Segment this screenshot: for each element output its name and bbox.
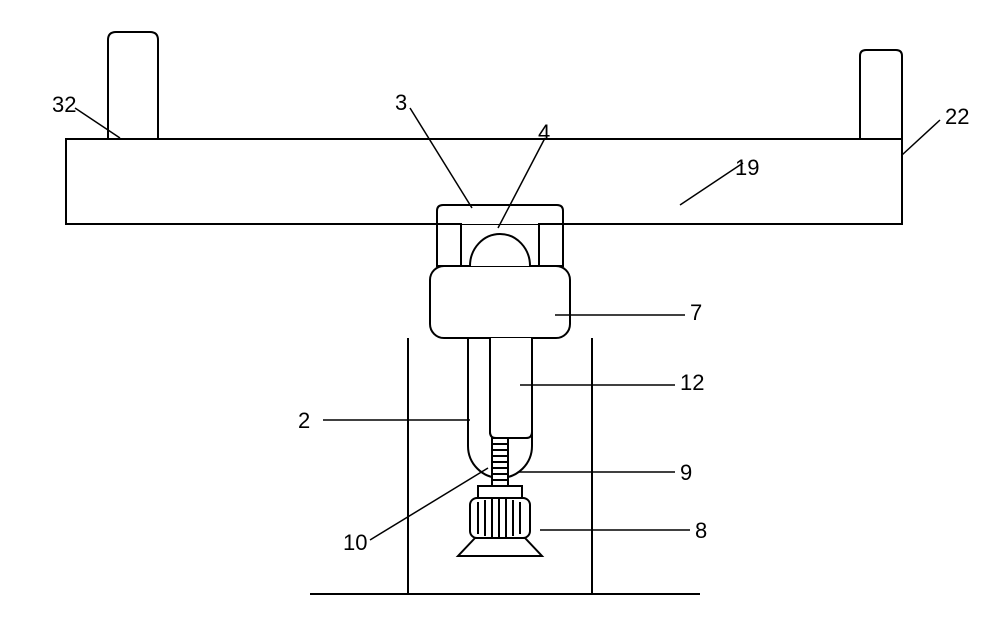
label-3: 3: [395, 90, 407, 116]
label-2: 2: [298, 408, 310, 434]
part-cylinder-front: [490, 338, 532, 438]
label-32: 32: [52, 92, 76, 118]
part-screw: [492, 438, 508, 486]
label-19: 19: [735, 155, 759, 181]
label-8: 8: [695, 518, 707, 544]
part-left-pillar: [437, 224, 461, 266]
label-4: 4: [538, 120, 550, 146]
part-center-cap-mask: [437, 205, 563, 224]
label-7: 7: [690, 300, 702, 326]
part-ball: [470, 234, 530, 266]
part-block-7: [430, 266, 570, 338]
drawing-svg: [0, 0, 1000, 635]
part-motor-base: [458, 538, 542, 556]
diagram-container: 32 3 4 19 22 7 12 2 9 10 8: [0, 0, 1000, 635]
part-right-post: [860, 50, 902, 139]
part-disk-top: [478, 486, 522, 498]
label-10: 10: [343, 530, 367, 556]
part-motor-8: [470, 498, 530, 538]
part-right-pillar: [539, 224, 563, 266]
label-12: 12: [680, 370, 704, 396]
label-9: 9: [680, 460, 692, 486]
label-22: 22: [945, 104, 969, 130]
part-left-post: [108, 32, 158, 139]
